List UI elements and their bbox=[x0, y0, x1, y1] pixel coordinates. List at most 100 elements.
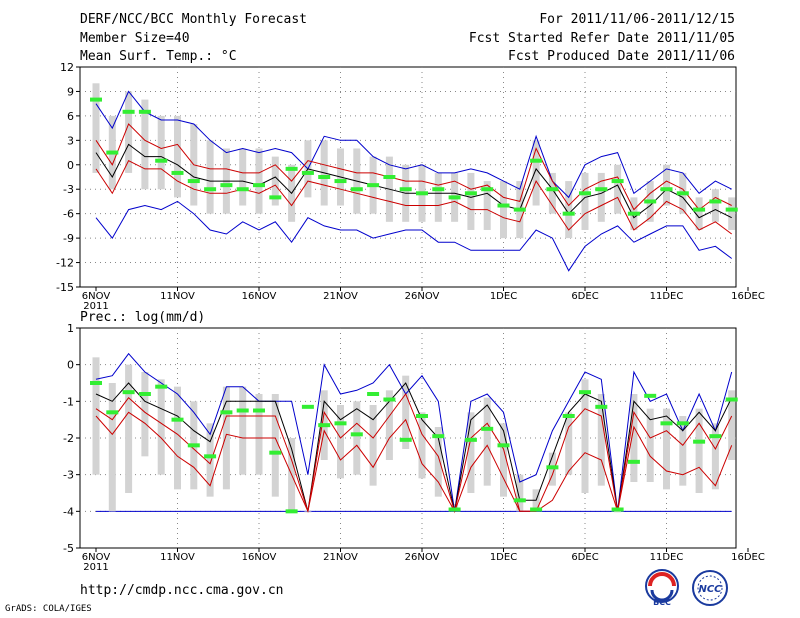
temp-observed-marker bbox=[416, 191, 428, 196]
precip-observed-marker bbox=[236, 408, 249, 413]
precip-spread-box bbox=[385, 390, 393, 460]
precip-xtick-label: 16NOV bbox=[242, 552, 277, 563]
temp-spread-box bbox=[728, 197, 736, 230]
temp-ytick-label: -12 bbox=[56, 257, 74, 270]
temp-spread-box bbox=[206, 140, 214, 214]
precip-spread-box bbox=[337, 405, 344, 479]
temp-spread-box bbox=[174, 115, 181, 198]
temp-observed-marker bbox=[367, 183, 380, 188]
precip-spread-box bbox=[597, 394, 605, 486]
temp-spread-box bbox=[483, 181, 491, 230]
precip-spread-box bbox=[402, 375, 410, 449]
precip-observed-marker bbox=[416, 414, 428, 418]
temp-observed-marker bbox=[138, 109, 151, 114]
precip-spread-box bbox=[467, 412, 475, 493]
temp-spread-box bbox=[581, 172, 589, 230]
precip-spread-box bbox=[500, 423, 507, 497]
temp-observed-marker bbox=[676, 191, 689, 196]
precip-spread-box bbox=[581, 379, 589, 493]
precip-ytick-label: -5 bbox=[63, 542, 74, 555]
precip-xtick-label: 1DEC bbox=[490, 552, 517, 563]
precip-observed-marker bbox=[464, 437, 477, 442]
temp-spread-box bbox=[500, 181, 507, 239]
grads-credit: GrADS: COLA/IGES bbox=[5, 604, 92, 614]
precip-ytick-label: -2 bbox=[63, 432, 74, 445]
temp-series-lower bbox=[95, 160, 732, 235]
temp-observed-marker bbox=[220, 183, 233, 188]
precip-observed-marker bbox=[367, 392, 380, 396]
temp-observed-marker bbox=[285, 166, 298, 171]
temp-xtick-label: 16NOV bbox=[242, 291, 277, 302]
precip-spread-box bbox=[630, 394, 638, 482]
ncc-logo-icon: NCC bbox=[692, 570, 728, 606]
temp-xtick-label: 6DEC bbox=[571, 291, 598, 302]
precip-observed-marker bbox=[285, 509, 298, 514]
temp-observed-marker bbox=[350, 187, 363, 192]
header-produced-date: Fcst Produced Date 2011/11/06 bbox=[508, 49, 735, 64]
temp-observed-marker bbox=[106, 150, 119, 155]
precip-observed-marker bbox=[660, 421, 673, 426]
temp-xtick-label: 11DEC bbox=[650, 291, 684, 302]
header-period: For 2011/11/06-2011/12/15 bbox=[539, 12, 735, 27]
precip-observed-marker bbox=[676, 421, 689, 426]
temp-ytick-label: 12 bbox=[60, 61, 74, 74]
precip-observed-marker bbox=[579, 390, 591, 395]
temp-spread-box bbox=[695, 197, 703, 230]
temp-xtick-label: 6NOV bbox=[82, 291, 111, 302]
temp-observed-marker bbox=[497, 203, 510, 208]
temp-ytick-label: -6 bbox=[63, 208, 74, 221]
precip-observed-marker bbox=[204, 454, 217, 459]
bcc-logo-icon: BCC bbox=[645, 569, 679, 607]
precip-observed-marker bbox=[709, 434, 722, 439]
temp-spread-box bbox=[92, 83, 100, 173]
header-started-date: Fcst Started Refer Date 2011/11/05 bbox=[468, 31, 735, 46]
precip-observed-marker bbox=[171, 417, 184, 422]
precip-observed-marker bbox=[611, 507, 624, 512]
precip-xtick-label: 16DEC bbox=[731, 552, 765, 563]
temp-ytick-label: -15 bbox=[56, 281, 74, 294]
precip-observed-marker bbox=[530, 507, 543, 512]
header-member-size: Member Size=40 bbox=[80, 31, 190, 46]
precip-observed-marker bbox=[546, 465, 559, 470]
precip-panel-title: Prec.: log(mm/d) bbox=[80, 310, 206, 325]
precip-observed-marker bbox=[448, 507, 461, 512]
bcc-logo-text: BCC bbox=[653, 598, 671, 607]
temp-observed-marker bbox=[579, 191, 591, 196]
temp-observed-marker bbox=[627, 211, 640, 216]
temp-xtick-label: 26NOV bbox=[405, 291, 440, 302]
temp-spread-box bbox=[434, 172, 442, 222]
precip-observed-marker bbox=[513, 498, 526, 503]
temp-observed-marker bbox=[187, 179, 200, 184]
precip-spread-box bbox=[174, 386, 181, 490]
temp-observed-marker bbox=[448, 195, 461, 200]
temp-observed-marker bbox=[725, 207, 738, 212]
precip-xtick-label: 21NOV bbox=[323, 552, 358, 563]
precip-observed-marker bbox=[155, 384, 168, 389]
temp-observed-marker bbox=[204, 187, 217, 192]
temp-xtick-label: 16DEC bbox=[731, 291, 765, 302]
precip-observed-marker bbox=[627, 459, 640, 464]
precip-observed-marker bbox=[318, 423, 331, 428]
temp-panel-title: Mean Surf. Temp.: °C bbox=[80, 49, 237, 64]
temp-observed-marker bbox=[318, 175, 331, 179]
precip-spread-box bbox=[206, 423, 214, 497]
precip-observed-marker bbox=[595, 404, 608, 409]
temp-xtick-label: 21NOV bbox=[323, 291, 358, 302]
temp-observed-marker bbox=[644, 199, 657, 204]
ncc-logo-text: NCC bbox=[698, 584, 722, 595]
precip-observed-marker bbox=[106, 410, 119, 415]
temp-spread-box bbox=[663, 164, 670, 206]
temp-observed-marker bbox=[660, 187, 673, 192]
precip-observed-marker bbox=[269, 450, 282, 455]
temp-spread-box bbox=[125, 91, 133, 173]
temp-observed-marker bbox=[90, 97, 102, 102]
precip-spread-box bbox=[614, 511, 622, 513]
temp-ytick-label: 9 bbox=[67, 85, 74, 98]
temp-series-max bbox=[95, 90, 732, 199]
temp-ytick-label: 6 bbox=[67, 110, 74, 123]
precip-series-upper bbox=[95, 392, 733, 514]
footer-url[interactable]: http://cmdp.ncc.cma.gov.cn bbox=[80, 583, 284, 598]
precip-observed-marker bbox=[301, 404, 314, 409]
precip-spread-box bbox=[271, 394, 279, 497]
